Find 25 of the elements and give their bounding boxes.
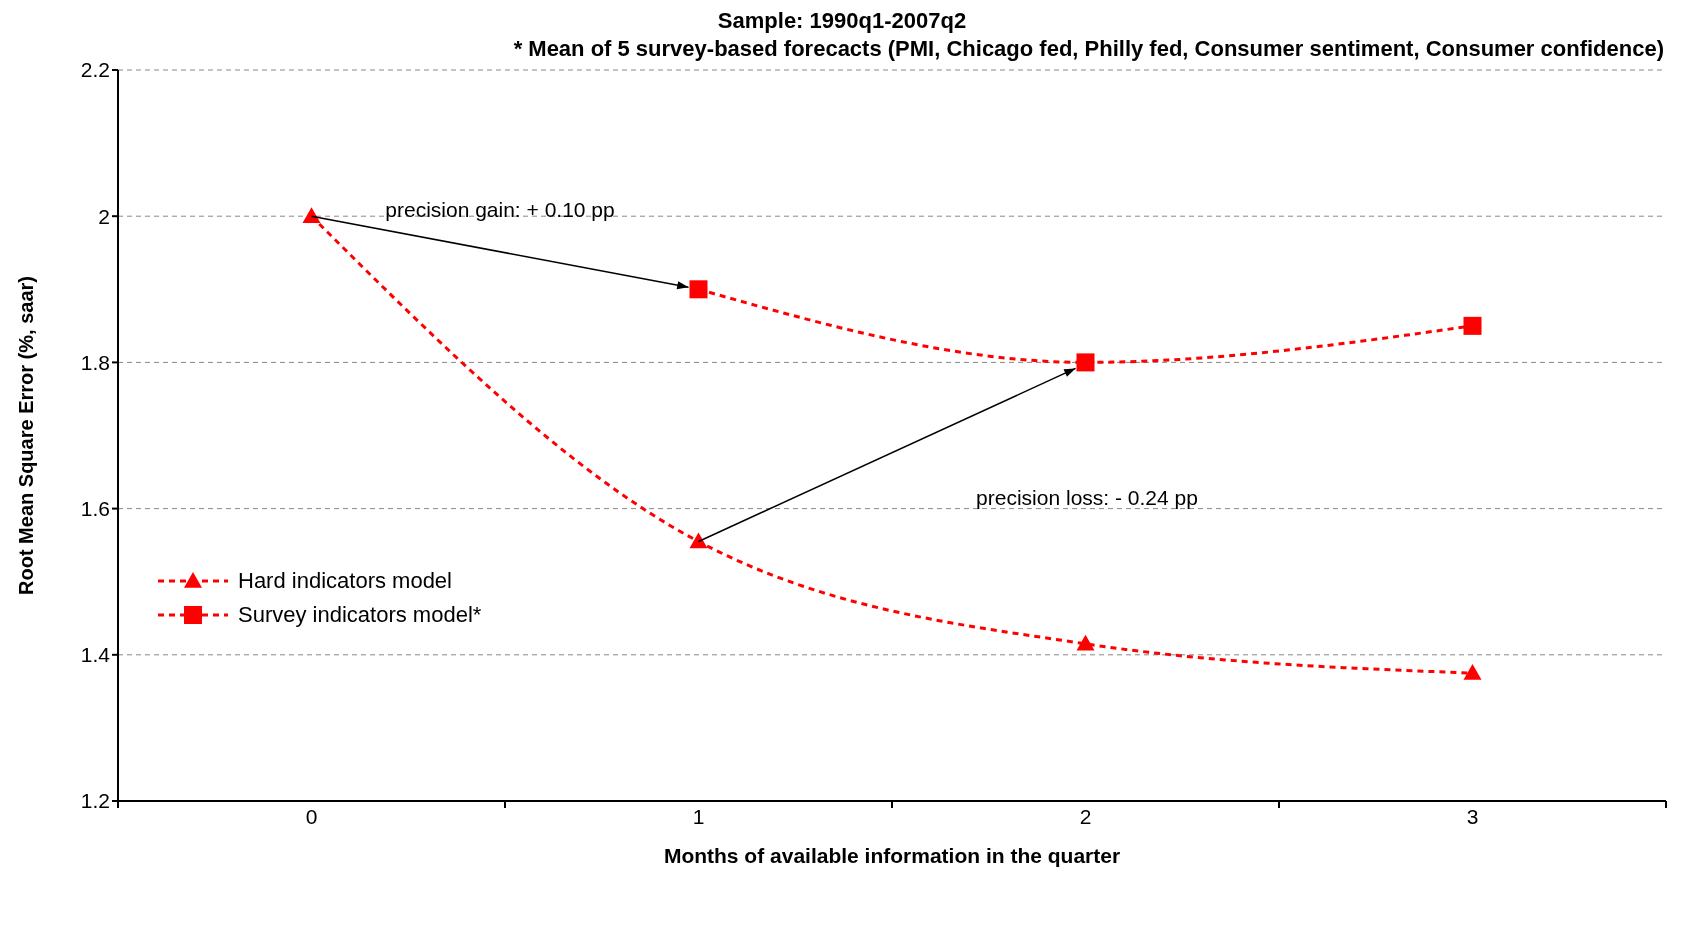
y-tick-label: 1.2 [80,789,110,813]
y-tick-label: 1.8 [80,350,110,374]
point [1076,353,1095,372]
point [1463,316,1482,335]
y-tick-label: 1.6 [80,497,110,521]
point [302,207,321,223]
y-axis-title: Root Mean Square Error (%, saar) [15,276,38,595]
x-tick-label: 0 [305,804,318,828]
point [1463,664,1482,680]
x-axis-title: Months of available information in the quarter [663,844,1121,867]
y-tick-label: 1.4 [80,643,111,667]
chart-subtitle: * Mean of 5 survey-based forecacts (PMI, Chicago fed, Philly fed, Consumer sentiment, Consumer confidence) [513,36,1664,62]
point [689,532,708,549]
annotation: precision loss: - 0.24 pp [976,485,1198,509]
x-tick-label: 3 [1466,804,1479,828]
x-tick-label: 1 [692,804,705,828]
legend-label: Survey indicators model* [238,602,482,628]
point [689,280,708,299]
annotation: precision gain: + 0.10 pp [385,197,615,221]
chart-title: Sample: 1990q1-2007q2 [716,8,968,34]
y-tick-label: 2.2 [80,58,110,82]
point [1076,634,1095,651]
y-tick-label: 2 [98,204,110,228]
legend-label: Hard indicators model [238,568,452,594]
x-tick-label: 2 [1079,804,1092,828]
